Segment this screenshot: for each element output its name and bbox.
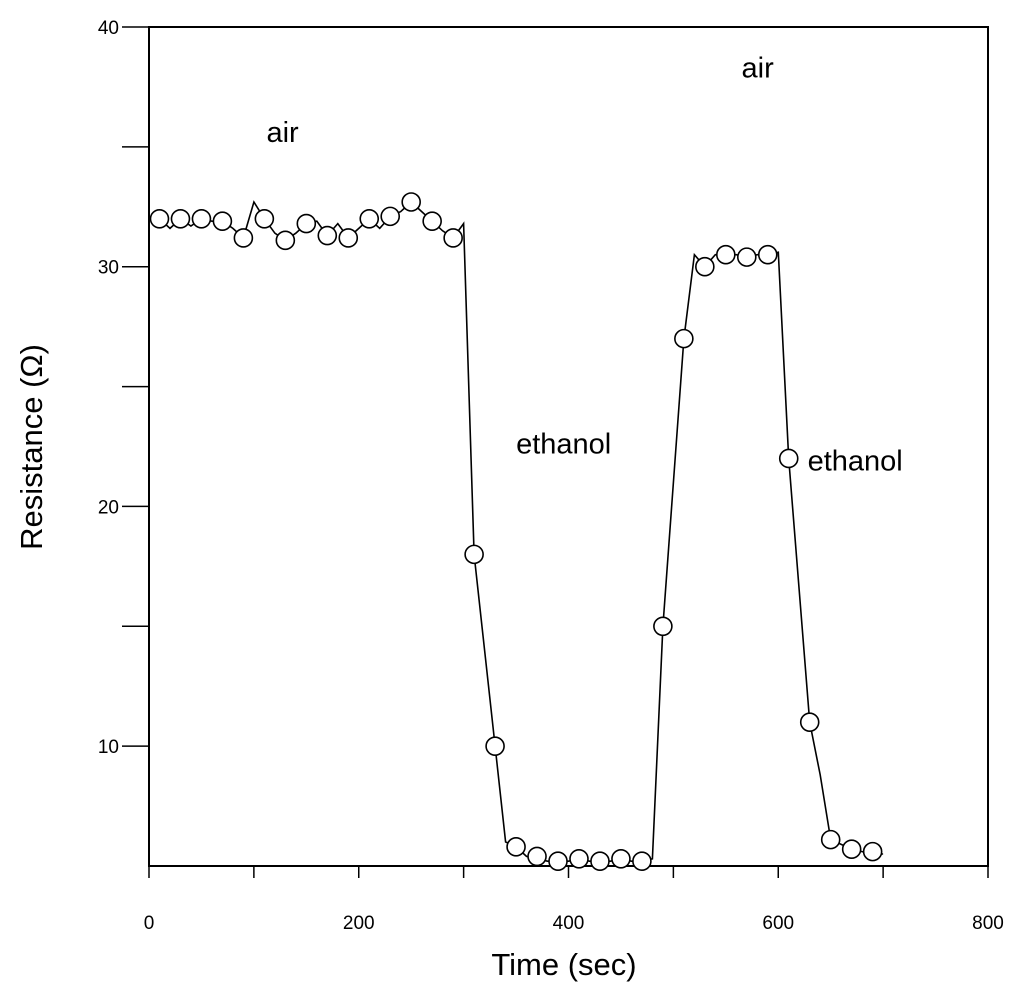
data-point	[716, 244, 736, 265]
data-point	[296, 213, 317, 234]
series-group	[149, 192, 884, 872]
data-point	[778, 448, 799, 469]
annotation-label: air	[266, 117, 299, 149]
data-point	[275, 230, 296, 251]
data-point	[149, 208, 170, 229]
y-tick-label: 10	[98, 737, 119, 758]
y-tick-label: 20	[98, 497, 119, 518]
data-point	[317, 225, 338, 246]
annotation-label: ethanol	[516, 429, 611, 461]
data-point	[254, 208, 275, 229]
data-point	[799, 712, 820, 732]
data-point	[820, 829, 841, 850]
data-point	[233, 228, 254, 248]
data-point	[380, 206, 401, 227]
data-point	[170, 208, 191, 229]
x-axis-title: Time (sec)	[491, 947, 636, 982]
data-point	[695, 256, 715, 277]
data-point	[359, 208, 380, 229]
annotations: air air ethanol ethanol	[266, 52, 902, 477]
annotation-label: air	[742, 52, 775, 84]
data-point	[757, 244, 778, 265]
x-tick-label: 600	[762, 913, 794, 934]
data-point	[611, 849, 631, 869]
data-point	[338, 228, 359, 248]
data-point	[464, 544, 484, 565]
data-point	[422, 211, 442, 231]
data-point	[191, 208, 212, 229]
data-point	[590, 851, 610, 872]
data-point	[736, 247, 757, 267]
x-tick-label: 800	[972, 913, 1004, 934]
series-line	[158, 200, 884, 863]
data-point	[653, 616, 673, 637]
data-point	[632, 851, 652, 872]
data-point	[569, 849, 589, 869]
data-point	[401, 192, 421, 212]
data-point	[443, 228, 463, 248]
y-tick-label: 30	[98, 258, 119, 279]
y-axis-title: Resistance (Ω)	[14, 344, 49, 550]
x-tick-label: 400	[553, 913, 585, 934]
x-tick-label: 200	[343, 913, 375, 934]
data-point	[862, 841, 883, 862]
axis-ticks	[122, 26, 989, 878]
data-point	[527, 846, 547, 867]
data-point	[506, 837, 526, 857]
x-tick-label: 0	[144, 913, 155, 934]
data-point	[674, 328, 694, 349]
y-tick-label: 40	[98, 18, 119, 39]
data-point	[841, 839, 862, 860]
annotation-label: ethanol	[808, 445, 903, 477]
data-point	[548, 851, 568, 872]
tick-labels: 0 200 400 600 800 10 20 30 40	[98, 18, 1004, 934]
data-point	[212, 211, 233, 231]
data-point	[485, 736, 505, 756]
